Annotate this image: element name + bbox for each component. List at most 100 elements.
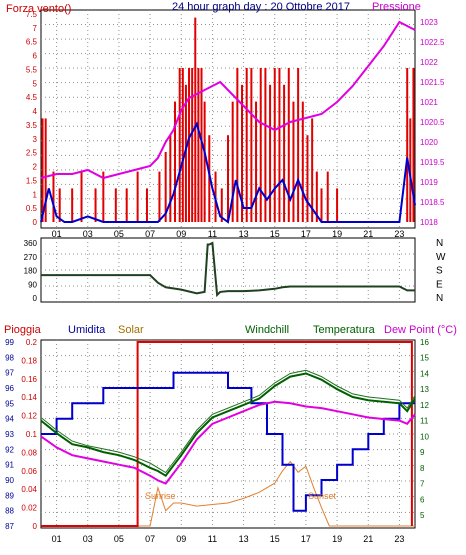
gust-bar xyxy=(320,188,323,222)
gust-bar xyxy=(227,135,229,222)
axis-tick-label: N xyxy=(436,238,443,249)
temperature-axis-ticks: 16 15 14 13 12 11 10 9 8 7 6 5 xyxy=(420,338,429,520)
hour-tick-label: 09 xyxy=(176,534,186,544)
pressure-axis-label: Pressione xyxy=(372,1,421,13)
gust-bar xyxy=(194,17,197,222)
gust-bar xyxy=(71,188,74,222)
gust-bar xyxy=(264,68,267,222)
hour-tick-label: 19 xyxy=(332,229,342,239)
gust-bar xyxy=(269,84,272,222)
axis-tick-label: 3 xyxy=(33,135,38,144)
axis-tick-label: 3.5 xyxy=(26,121,38,130)
hour-tick-label: 15 xyxy=(270,229,280,239)
axis-tick-label: 1 xyxy=(33,190,38,199)
axis-tick-label: 1.5 xyxy=(26,176,38,185)
panel1-grid xyxy=(41,10,415,228)
axis-tick-label: N xyxy=(436,293,443,304)
gust-bar xyxy=(200,68,203,222)
sunrise-label: Sunrise xyxy=(145,491,176,501)
axis-tick-label: 12 xyxy=(420,401,429,410)
axis-tick-label: 0.12 xyxy=(21,412,37,421)
axis-tick-label: 93 xyxy=(5,430,14,439)
axis-tick-label: 87 xyxy=(5,522,14,531)
axis-tick-label: 11 xyxy=(420,417,429,426)
axis-tick-label: 180 xyxy=(24,267,38,276)
sunset-label: Sunset xyxy=(308,491,337,501)
axis-tick-label: 1023 xyxy=(420,18,438,27)
gust-bar xyxy=(169,135,172,222)
gust-bar xyxy=(188,68,191,222)
axis-tick-label: 0.02 xyxy=(21,504,37,513)
hour-tick-label: 07 xyxy=(145,534,155,544)
gust-bar xyxy=(125,188,128,222)
gust-bar xyxy=(250,68,253,222)
axis-tick-label: 1022.5 xyxy=(420,38,445,47)
windchill-series xyxy=(40,372,416,478)
gust-bar xyxy=(145,188,148,222)
panel2-grid xyxy=(41,238,415,302)
axis-tick-label: 7 xyxy=(33,24,38,33)
panel3-grid xyxy=(41,340,415,528)
gust-bar xyxy=(220,188,223,222)
axis-tick-label: 270 xyxy=(24,253,38,262)
pioggia-label: Pioggia xyxy=(4,324,42,336)
axis-tick-label: 2 xyxy=(33,163,38,172)
wind-direction-series xyxy=(41,241,415,298)
gust-bar xyxy=(409,118,412,222)
gust-bar xyxy=(52,171,55,222)
axis-tick-label: 5.5 xyxy=(26,65,38,74)
gust-bar xyxy=(44,118,47,222)
axis-tick-label: 5 xyxy=(33,79,38,88)
gust-bar xyxy=(231,101,234,222)
gust-bar xyxy=(297,68,300,222)
gust-bar xyxy=(114,188,117,222)
gust-bar xyxy=(259,68,262,222)
axis-tick-label: 4.5 xyxy=(26,93,38,102)
humidity-axis-ticks: 99 98 97 96 95 94 93 92 91 90 89 88 87 xyxy=(5,338,14,531)
hour-tick-label: 07 xyxy=(145,229,155,239)
gust-bar xyxy=(306,135,309,222)
axis-tick-label: 1019.5 xyxy=(420,158,445,167)
axis-tick-label: 88 xyxy=(5,507,14,516)
gust-bar xyxy=(203,101,206,222)
gust-bar xyxy=(102,171,105,222)
gust-bar xyxy=(311,118,314,222)
axis-tick-label: 7 xyxy=(420,480,425,489)
direction-axis-ticks: 360 270 180 90 0 xyxy=(24,239,38,303)
axis-tick-label: 0.18 xyxy=(21,356,37,365)
axis-tick-label: 7.5 xyxy=(26,10,38,19)
gust-bar xyxy=(184,84,187,222)
axis-tick-label: 0.1 xyxy=(26,430,38,439)
gust-bar xyxy=(241,84,244,222)
hour-tick-label: 01 xyxy=(52,534,62,544)
gust-bar xyxy=(197,68,200,222)
gust-bar xyxy=(136,171,139,222)
hour-tick-label: 05 xyxy=(114,534,124,544)
gust-bar xyxy=(94,188,97,222)
axis-tick-label: 98 xyxy=(5,353,14,362)
axis-tick-label: 92 xyxy=(5,445,14,454)
gust-bar xyxy=(181,68,184,222)
gust-bar xyxy=(236,68,239,222)
humidity-series xyxy=(41,371,415,512)
axis-tick-label: 360 xyxy=(24,239,38,248)
axis-tick-label: 94 xyxy=(5,415,14,424)
gust-bar xyxy=(406,68,409,222)
axis-tick-label: 1019 xyxy=(420,178,438,187)
gust-bar xyxy=(58,188,61,222)
axis-tick-label: 9 xyxy=(420,448,425,457)
axis-tick-label: 0.06 xyxy=(21,467,37,476)
gust-bar xyxy=(164,152,167,222)
gust-bar xyxy=(174,101,177,222)
hour-tick-label: 21 xyxy=(363,534,373,544)
axis-tick-label: 99 xyxy=(5,338,14,347)
gust-bar xyxy=(255,101,258,222)
axis-tick-label: 6 xyxy=(420,495,425,504)
hour-tick-label: 03 xyxy=(83,229,93,239)
hour-tick-label: 11 xyxy=(208,229,217,239)
windchill-label: Windchill xyxy=(245,324,289,336)
axis-tick-label: 6 xyxy=(33,52,38,61)
hour-tick-label: 13 xyxy=(239,229,249,239)
wind-speed-series xyxy=(40,17,416,224)
